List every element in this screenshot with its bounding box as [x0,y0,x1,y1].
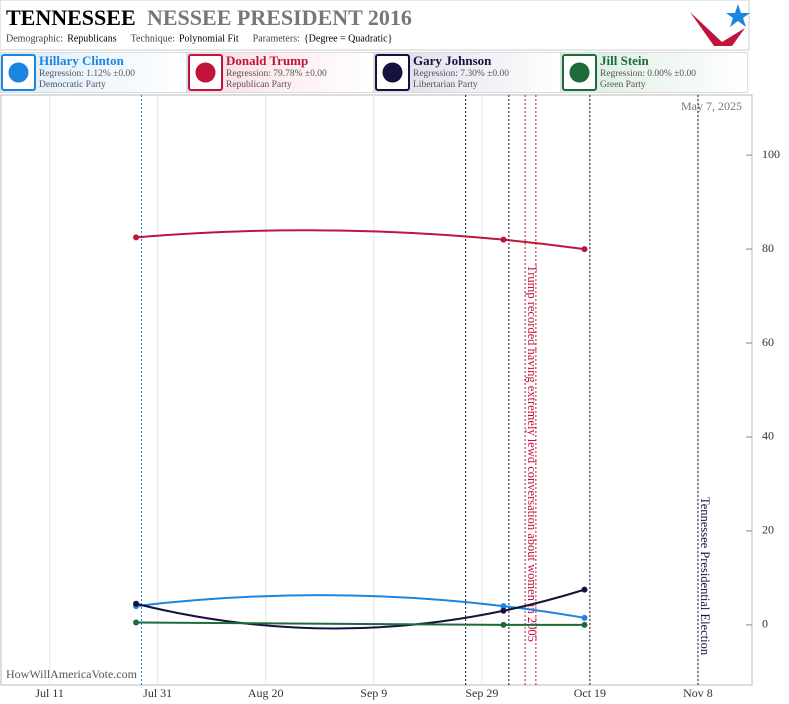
y-tick-label: 80 [762,241,774,255]
y-tick-label: 40 [762,429,774,443]
legend-icon-mark [569,62,590,83]
param-label: Technique: [131,33,175,44]
legend-party: Green Party [600,80,646,90]
header-box [0,0,750,51]
y-tick-label: 20 [762,523,774,537]
legend-icon-mark [382,62,403,83]
point [581,586,588,593]
y-tick-label: 100 [762,147,780,161]
title-rest: NESSEE PRESIDENT 2016 [147,5,412,30]
point [500,621,507,628]
point [133,600,140,607]
date-stamp: May 7, 2025 [681,99,742,113]
x-tick-label: Jul 31 [143,686,172,700]
legend-icon-mark [195,62,216,83]
legend-icon-mark [8,62,29,83]
param-label: Demographic: [6,33,63,44]
legend-name: Donald Trump [226,53,308,68]
legend-regression: Regression: 79.78% ±0.00 [226,69,327,79]
legend-name: Jill Stein [600,53,650,68]
logo [690,4,750,46]
legend-party: Democratic Party [39,80,106,90]
point [500,607,507,614]
x-tick-label: Aug 20 [248,686,284,700]
source: HowWillAmericaVote.com [6,667,138,681]
params: Demographic: Republicans Technique: Polynom… [6,33,392,44]
y-tick-label: 0 [762,617,768,631]
plot-frame [0,94,753,686]
point [581,246,588,253]
x-tick-label: Jul 11 [35,686,64,700]
event-label: Tennessee Presidential Election [698,497,712,656]
y-tick-label: 60 [762,335,774,349]
point [133,234,140,241]
legend-party: Republican Party [226,80,292,90]
series-line [135,588,585,630]
series-line [136,621,585,626]
legend-regression: Regression: 1.12% ±0.00 [39,69,135,79]
legend-regression: Regression: 0.00% ±0.00 [600,69,696,79]
legend-party: Libertarian Party [413,80,478,90]
param-value: Polynomial Fit [179,33,239,44]
event-label: Trump recorded having extremely lewd con… [525,265,539,642]
legend-name: Hillary Clinton [39,53,125,68]
series-line [135,594,585,619]
x-tick-label: Sep 29 [465,686,498,700]
param-value: {Degree = Quadratic} [304,33,393,44]
x-tick-label: Sep 9 [360,686,387,700]
legend-name: Gary Johnson [413,53,492,68]
param-value: Republicans [67,33,117,44]
x-tick-label: Nov 8 [683,686,713,700]
param-label: Parameters: [253,33,300,44]
point [581,621,588,628]
point [500,603,507,610]
title-main: TENNESSEE [6,5,136,30]
point [133,619,140,626]
point [581,614,588,621]
point [500,236,507,243]
x-tick-label: Oct 19 [574,686,606,700]
legend-regression: Regression: 7.30% ±0.00 [413,69,509,79]
series-line [135,229,585,251]
